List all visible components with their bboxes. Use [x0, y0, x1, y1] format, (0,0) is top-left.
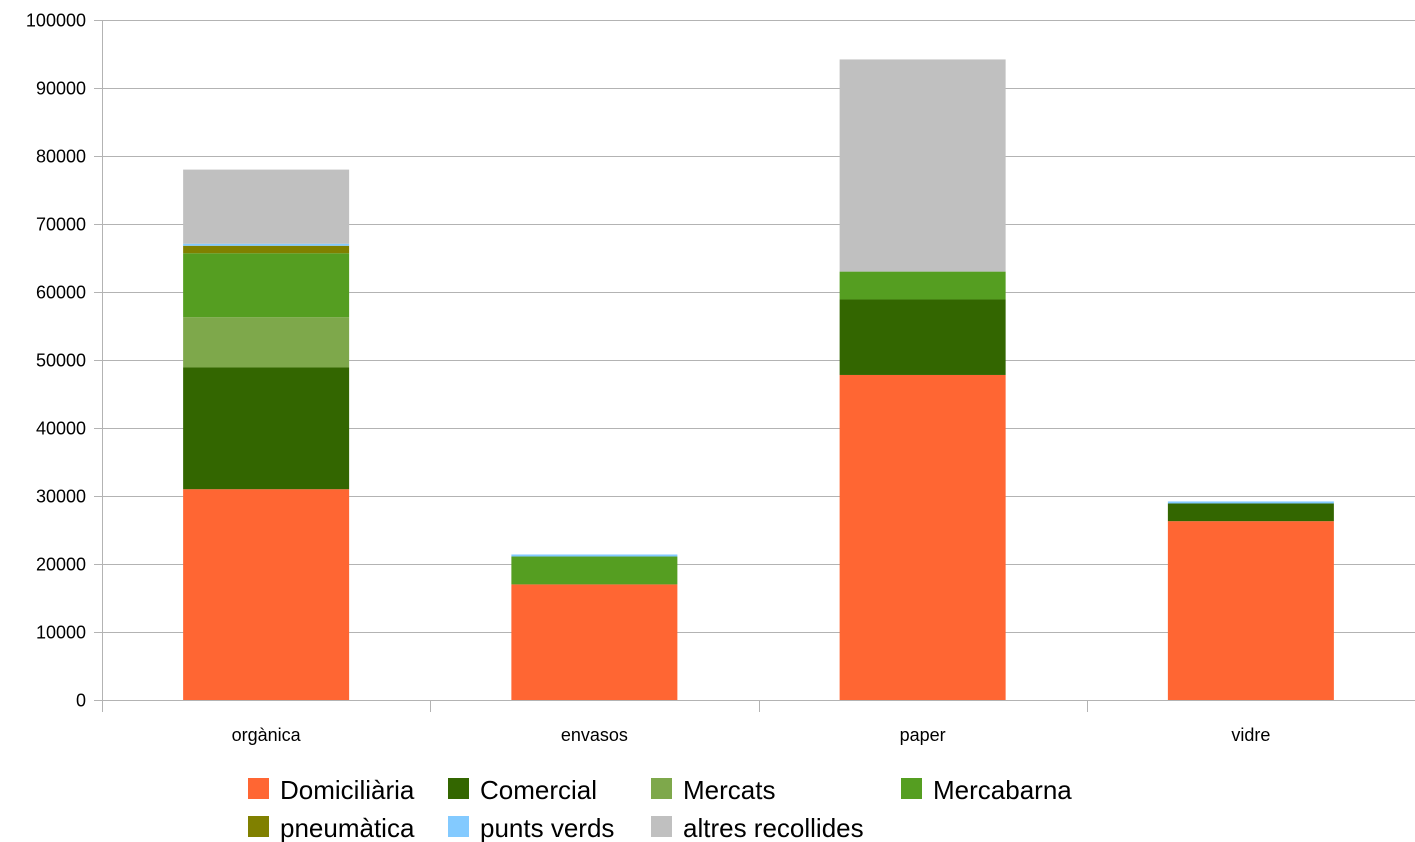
bar-0-series-5	[183, 243, 350, 246]
legend-label-4: pneumàtica	[280, 813, 415, 842]
axes	[102, 20, 1088, 712]
legend-swatch-1	[448, 778, 469, 799]
x-category-label-2: paper	[900, 725, 946, 745]
bar-0-series-0	[183, 489, 350, 700]
y-tick-label-80000: 80000	[36, 147, 86, 167]
x-category-labels: orgànica envasos paper vidre	[232, 725, 1271, 745]
legend-label-1: Comercial	[480, 775, 597, 805]
x-category-label-1: envasos	[561, 725, 628, 745]
bar-3-series-0	[1167, 521, 1334, 700]
y-tick-label-10000: 10000	[36, 623, 86, 643]
y-tick-label-100000: 100000	[26, 11, 86, 31]
y-tick-label-40000: 40000	[36, 419, 86, 439]
y-tick-label-20000: 20000	[36, 555, 86, 575]
legend-swatch-2	[651, 778, 672, 799]
bar-0-series-4	[183, 245, 350, 254]
legend-label-3: Mercabarna	[933, 775, 1072, 805]
y-tick-label-60000: 60000	[36, 283, 86, 303]
y-tick-label-70000: 70000	[36, 215, 86, 235]
y-tick-labels: 0 10000 20000 30000 40000 50000 60000 70000 8000…	[26, 11, 86, 711]
legend-label-2: Mercats	[683, 775, 775, 805]
bar-3-series-1	[1167, 503, 1334, 522]
legend: Domiciliària Comercial Mercats Mercabarna pn…	[248, 775, 1072, 842]
y-tick-label-0: 0	[76, 691, 86, 711]
legend-swatch-3	[901, 778, 922, 799]
legend-swatch-5	[448, 816, 469, 837]
bar-0-series-2	[183, 317, 350, 368]
legend-label-6: altres recollides	[683, 813, 864, 842]
legend-swatch-0	[248, 778, 269, 799]
bar-0-series-1	[183, 367, 350, 490]
bar-1-series-5	[511, 554, 678, 557]
bars	[183, 59, 1334, 700]
bar-1-series-3	[511, 556, 678, 585]
bar-1-series-0	[511, 584, 678, 700]
x-category-label-0: orgànica	[232, 725, 302, 745]
legend-swatch-6	[651, 816, 672, 837]
bar-2-series-1	[839, 299, 1006, 375]
bar-2-series-6	[839, 59, 1006, 272]
legend-label-5: punts verds	[480, 813, 614, 842]
bar-2-series-0	[839, 374, 1006, 700]
legend-label-0: Domiciliària	[280, 775, 415, 805]
y-tick-label-30000: 30000	[36, 487, 86, 507]
bar-0-series-6	[183, 169, 350, 244]
legend-swatch-4	[248, 816, 269, 837]
bar-2-series-3	[839, 271, 1006, 300]
bar-3-series-5	[1167, 501, 1334, 504]
y-tick-label-50000: 50000	[36, 351, 86, 371]
x-category-label-3: vidre	[1231, 725, 1270, 745]
bar-0-series-3	[183, 253, 350, 318]
y-tick-label-90000: 90000	[36, 79, 86, 99]
